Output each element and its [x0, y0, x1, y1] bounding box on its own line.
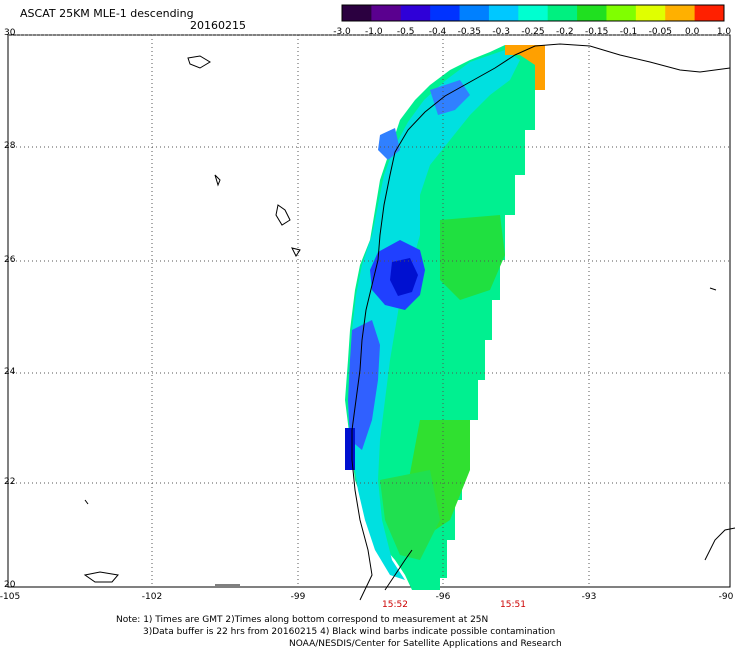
- colorbar-segment: [430, 5, 461, 21]
- colorbar-tick-label: -0.35: [457, 27, 481, 37]
- lon-label: -99: [290, 592, 306, 602]
- lon-label: -102: [141, 592, 163, 602]
- colorbar-segment: [547, 5, 578, 21]
- colorbar-segment: [459, 5, 490, 21]
- colorbar-tick-label: -1.0: [365, 27, 383, 37]
- colorbar-segment: [342, 5, 372, 21]
- colorbar-tick-label: -0.4: [428, 27, 447, 37]
- note-line-3: NOAA/NESDIS/Center for Satellite Applica…: [289, 639, 562, 649]
- gridlines: [8, 34, 730, 587]
- colorbar-tick-label: -0.5: [396, 27, 415, 37]
- colorbar-segment: [518, 5, 549, 21]
- colorbar-segment: [488, 5, 519, 21]
- coastline: [83, 43, 736, 601]
- pass-time: 15:52: [382, 600, 408, 610]
- colorbar-segment: [371, 5, 402, 21]
- lon-label: -105: [0, 592, 21, 602]
- colorbar: [341, 4, 725, 22]
- lon-label: -96: [435, 592, 451, 602]
- colorbar-border: [341, 4, 725, 22]
- colorbar-tick-label: -0.25: [521, 27, 545, 37]
- colorbar-tick-label: -0.15: [585, 27, 609, 37]
- colorbar-tick-label: -0.1: [619, 27, 638, 37]
- colorbar-segment: [577, 5, 607, 21]
- colorbar-tick-label: -0.2: [556, 27, 574, 37]
- map-title: ASCAT 25KM MLE-1 descending: [20, 7, 194, 20]
- map-date: 20160215: [190, 19, 246, 32]
- ascat-swath: [345, 45, 545, 590]
- colorbar-tick-label: -3.0: [333, 27, 351, 37]
- colorbar-tick-label: -0.3: [492, 27, 510, 37]
- colorbar-segment: [635, 5, 666, 21]
- lat-label: 26: [4, 255, 16, 265]
- lat-label: 30: [4, 28, 16, 38]
- colorbar-tick-label: 1.0: [716, 27, 732, 37]
- lon-label: -90: [718, 592, 734, 602]
- colorbar-segment: [665, 5, 696, 21]
- colorbar-tick-label: -0.05: [648, 27, 672, 37]
- colorbar-tick-label: 0.0: [684, 27, 700, 37]
- colorbar-segment: [606, 5, 637, 21]
- note-line-1: Note: 1) Times are GMT 2)Times along bot…: [116, 615, 489, 625]
- colorbar-segment: [400, 5, 431, 21]
- lat-label: 24: [4, 367, 16, 377]
- note-line-2: 3)Data buffer is 22 hrs from 20160215 4)…: [143, 627, 556, 637]
- pass-time: 15:51: [500, 600, 526, 610]
- lat-label: 28: [4, 141, 16, 151]
- lon-label: -93: [581, 592, 597, 602]
- colorbar-segment: [694, 5, 725, 21]
- lat-label: 20: [4, 580, 16, 590]
- lat-label: 22: [4, 477, 16, 487]
